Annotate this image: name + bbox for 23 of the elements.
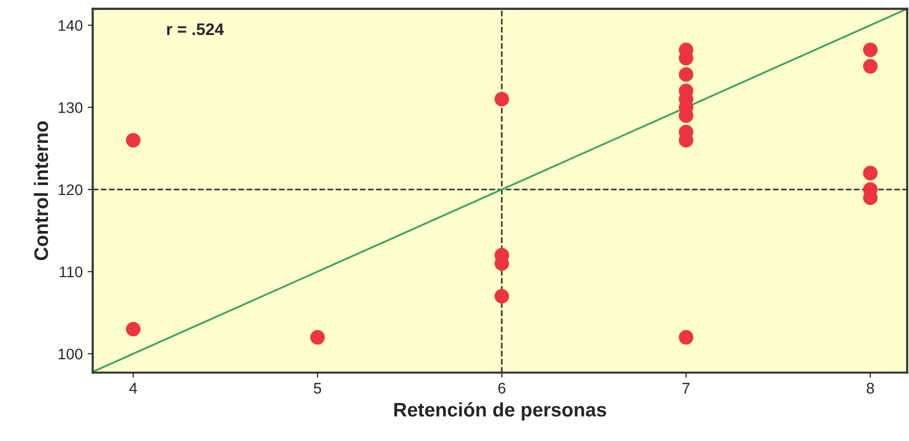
y-tick-label: 140 — [58, 20, 82, 31]
x-tick-label: 8 — [866, 382, 874, 394]
point — [678, 330, 694, 345]
y-tick-label: 130 — [58, 102, 82, 114]
x-tick-label: 7 — [682, 382, 690, 394]
point — [494, 92, 510, 106]
y-axis-title: Control interno — [34, 121, 48, 260]
y-tick-label: 110 — [60, 266, 82, 278]
annotation: r = .524 — [167, 23, 224, 36]
point — [126, 132, 141, 148]
x-tick-label: 4 — [129, 382, 138, 394]
point — [863, 166, 878, 180]
point — [678, 67, 694, 82]
y-tick-label: 100 — [58, 348, 82, 360]
x-tick-label: 6 — [498, 382, 506, 394]
point — [494, 288, 510, 304]
x-tick-label: 5 — [314, 382, 322, 394]
point — [126, 322, 141, 336]
point — [863, 42, 878, 58]
y-tick-label: 120 — [58, 184, 82, 196]
point — [863, 59, 878, 74]
point — [310, 330, 325, 345]
x-axis-title: Retención de personas — [394, 402, 606, 420]
